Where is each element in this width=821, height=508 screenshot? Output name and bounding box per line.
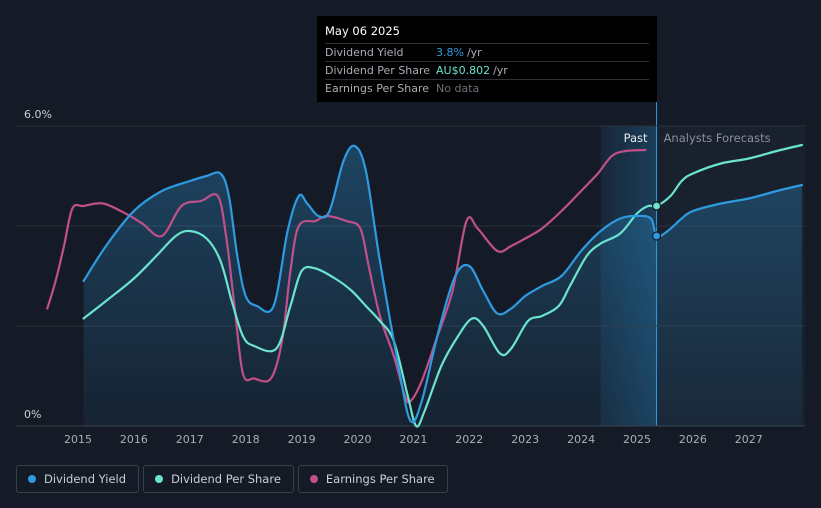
dividend-yield-area (83, 145, 802, 426)
legend-label: Earnings Per Share (325, 472, 435, 486)
legend-dot-icon (28, 475, 36, 483)
tooltip-row-dividend-yield: Dividend Yield 3.8%/yr (325, 44, 649, 62)
x-tick-label: 2025 (623, 433, 651, 446)
x-tick-label: 2015 (64, 433, 92, 446)
x-tick-label: 2023 (511, 433, 539, 446)
x-tick-label: 2024 (567, 433, 595, 446)
tooltip-suffix: /yr (493, 64, 508, 77)
tooltip-row-earnings-per-share: Earnings Per Share No data (325, 80, 649, 97)
tooltip: May 06 2025 Dividend Yield 3.8%/yr Divid… (317, 16, 657, 102)
tooltip-row-dividend-per-share: Dividend Per Share AU$0.802/yr (325, 62, 649, 80)
tooltip-date: May 06 2025 (325, 22, 649, 44)
dividend-yield-marker (651, 231, 662, 241)
x-tick-label: 2026 (679, 433, 707, 446)
tooltip-label: Dividend Yield (325, 46, 404, 59)
tooltip-value: AU$0.802 (436, 64, 491, 77)
x-tick-label: 2018 (232, 433, 260, 446)
y-tick-label: 0% (24, 408, 41, 421)
x-tick-label: 2027 (735, 433, 763, 446)
legend-label: Dividend Per Share (171, 472, 281, 486)
x-tick-label: 2020 (344, 433, 372, 446)
legend-item-earnings-per-share[interactable]: Earnings Per Share (297, 465, 448, 493)
dividend-per-share-marker (651, 201, 662, 211)
tooltip-label: Dividend Per Share (325, 64, 431, 77)
tooltip-label: Earnings Per Share (325, 82, 430, 95)
legend-dot-icon (155, 475, 164, 483)
tooltip-suffix: /yr (466, 46, 482, 59)
legend-item-dividend-yield[interactable]: Dividend Yield (16, 465, 140, 493)
legend: Dividend Yield Dividend Per Share Earnin… (16, 465, 448, 493)
tooltip-value: 3.8% (436, 46, 464, 59)
legend-item-dividend-per-share[interactable]: Dividend Per Share (143, 465, 294, 493)
forecast-label: Analysts Forecasts (664, 131, 771, 145)
past-label: Past (624, 131, 648, 145)
x-tick-label: 2021 (399, 433, 427, 446)
legend-label: Dividend Yield (44, 472, 127, 486)
x-tick-label: 2022 (455, 433, 483, 446)
legend-dot-icon (309, 475, 318, 483)
x-tick-label: 2017 (176, 433, 204, 446)
y-tick-label: 6.0% (24, 108, 52, 121)
dividend-yield-line (82, 144, 803, 424)
x-tick-label: 2016 (120, 433, 148, 446)
earnings-per-share-line (46, 148, 647, 404)
tooltip-value: No data (436, 82, 480, 95)
x-tick-label: 2019 (288, 433, 316, 446)
